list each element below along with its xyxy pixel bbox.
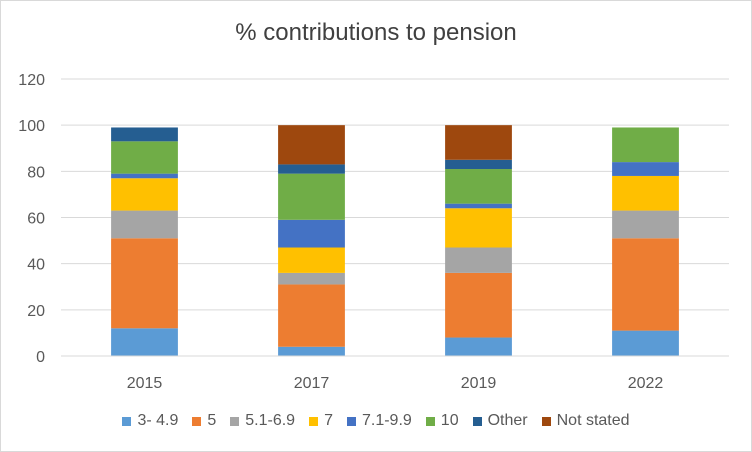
bar-segment	[445, 208, 512, 248]
chart-title: % contributions to pension	[235, 19, 517, 46]
legend-label: 5	[207, 412, 217, 429]
bar-segment	[278, 346, 345, 356]
legend-item: 5.1-6.9	[230, 412, 295, 430]
legend-label: 10	[440, 412, 459, 429]
legend-swatch	[541, 416, 551, 426]
bar-segment	[111, 178, 178, 211]
bar-segment	[278, 125, 345, 165]
legend-swatch	[346, 416, 356, 426]
legend-swatch	[472, 416, 482, 426]
bar-segment	[278, 219, 345, 248]
y-tick-label: 120	[18, 72, 45, 89]
legend-swatch	[309, 416, 319, 426]
legend-label: 7.1-9.9	[361, 412, 412, 429]
y-tick-label: 60	[27, 211, 45, 228]
legend-swatch	[230, 416, 240, 426]
legend-swatch	[122, 416, 132, 426]
bar-segment	[111, 173, 178, 179]
legend-swatch	[425, 416, 435, 426]
legend-swatch	[192, 416, 202, 426]
bar-segment	[612, 127, 679, 163]
x-tick-label: 2019	[461, 375, 497, 392]
bar-segment	[612, 175, 679, 211]
bar-segment	[445, 169, 512, 204]
legend-label: 3- 4.9	[137, 412, 179, 429]
bar-segment	[445, 125, 512, 160]
bars	[111, 125, 679, 356]
y-tick-label: 80	[27, 164, 45, 181]
y-tick-label: 20	[27, 303, 45, 320]
bar-segment	[445, 203, 512, 209]
legend-item: 5	[192, 412, 216, 430]
y-tick-label: 0	[36, 349, 45, 366]
bar-segment	[445, 159, 512, 170]
bar-segment	[278, 247, 345, 273]
x-tick-label: 2015	[127, 375, 163, 392]
bar-segment	[278, 173, 345, 220]
chart-plot-area: 0 20 40 60 80 100 120 2015 2017 2019 2022	[18, 72, 729, 392]
bar-segment	[445, 337, 512, 356]
legend-item: 7.1-9.9	[346, 412, 412, 430]
legend-label: 7	[324, 412, 333, 429]
legend-item: Not stated	[541, 412, 630, 430]
bar-segment	[445, 247, 512, 273]
bar-segment	[111, 328, 178, 356]
bar-segment	[111, 238, 178, 329]
legend-label: Not stated	[556, 412, 630, 429]
bar-segment	[278, 164, 345, 174]
bar-segment	[445, 272, 512, 338]
legend: 3- 4.9 5 5.1-6.9 7 7.1-9.9 10 Other Not stated	[1, 412, 751, 430]
bar-segment	[278, 284, 345, 347]
bar-segment	[111, 141, 178, 174]
x-axis-ticks: 2015 2017 2019 2022	[127, 375, 664, 392]
x-tick-label: 2022	[628, 375, 664, 392]
y-tick-label: 100	[18, 118, 45, 135]
bar-segment	[111, 127, 178, 142]
bar-segment	[612, 330, 679, 356]
bar-segment	[612, 162, 679, 176]
y-axis-ticks: 0 20 40 60 80 100 120	[18, 72, 45, 366]
y-tick-label: 40	[27, 257, 45, 274]
x-tick-label: 2017	[294, 375, 330, 392]
bar-segment	[612, 210, 679, 239]
legend-item: 7	[309, 412, 333, 430]
legend-item: 3- 4.9	[122, 412, 178, 430]
bar-segment	[278, 272, 345, 285]
legend-item: Other	[472, 412, 528, 430]
bar-segment	[612, 238, 679, 331]
legend-label: Other	[487, 412, 528, 429]
legend-item: 10	[425, 412, 459, 430]
bar-segment	[111, 210, 178, 239]
legend-label: 5.1-6.9	[245, 412, 296, 429]
